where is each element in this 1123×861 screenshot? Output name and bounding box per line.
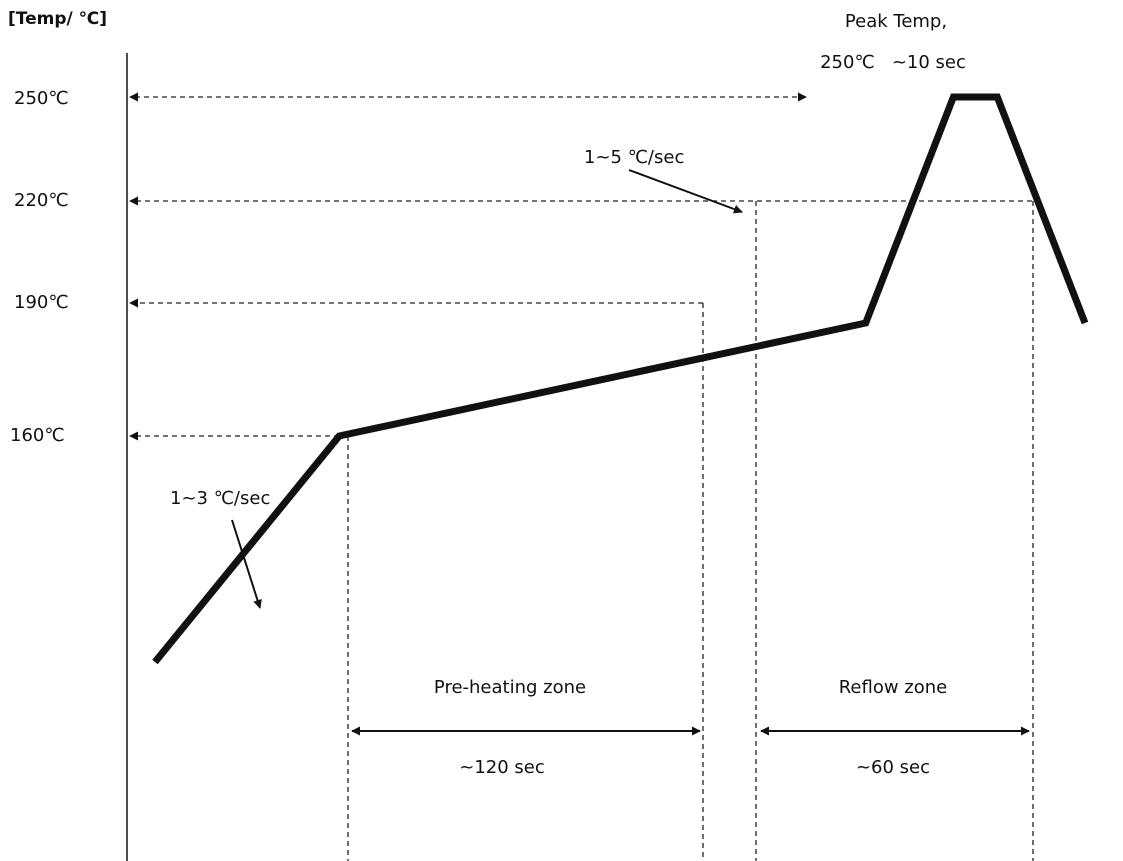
ramp-rate-reflow-label: 1~5 ℃/sec (584, 147, 684, 168)
ramp-rate-reflow-arrow (628, 169, 743, 214)
preheat-zone-label: Pre-heating zone (434, 677, 586, 698)
preheat-zone-duration: ~120 sec (459, 757, 545, 778)
y-tick-label-190: 190℃ (14, 292, 69, 313)
ramp-rate-heat-label: 1~3 ℃/sec (170, 488, 270, 509)
peak-temp-label: Peak Temp, (845, 11, 947, 32)
reflow-zone-label: Reflow zone (839, 677, 948, 698)
ramp-rate-heat-arrow (231, 519, 262, 609)
y-tick-label-220: 220℃ (14, 190, 69, 211)
reflow-zone-duration: ~60 sec (856, 757, 930, 778)
y-axis-title: [Temp/ ℃] (8, 9, 107, 29)
y-tick-label-160: 160℃ (10, 425, 65, 446)
peak-temp-sublabel: 250℃ ~10 sec (820, 52, 966, 73)
y-tick-label-250: 250℃ (14, 88, 69, 109)
temperature-profile-line (152, 93, 1089, 665)
